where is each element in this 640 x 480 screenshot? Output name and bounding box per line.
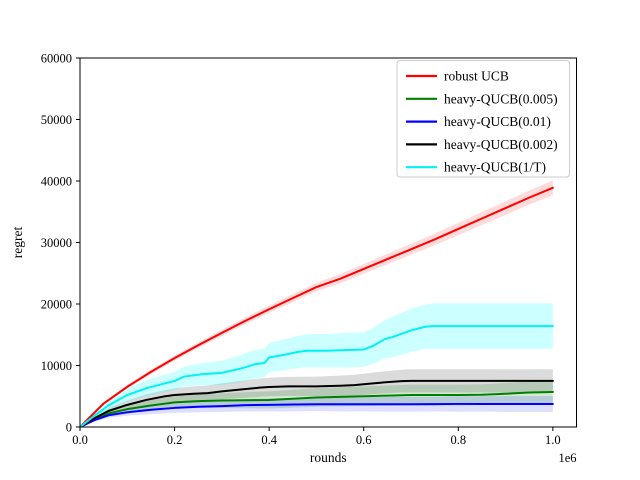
- legend: robust UCB heavy-QUCB(0.005) heavy-QUCB(0.…: [396, 60, 570, 178]
- plot-area: [80, 180, 554, 427]
- legend-box: [396, 60, 570, 178]
- legend-label-heavy-qucb-1t: heavy-QUCB(1/T): [444, 160, 546, 175]
- series-line-heavy-qucb-0002: [80, 379, 554, 427]
- x-tick-label: 0.2: [167, 433, 183, 447]
- y-tick-label: 40000: [41, 175, 72, 189]
- series-band-heavy-qucb-0002: [80, 369, 553, 427]
- y-axis-label: regret: [10, 227, 25, 259]
- y-tick-label: 60000: [41, 52, 72, 66]
- legend-label-heavy-qucb-0002: heavy-QUCB(0.002): [444, 137, 558, 152]
- x-tick-label: 0.6: [356, 433, 372, 447]
- series-band-heavy-qucb-1t: [80, 303, 553, 427]
- series-line-heavy-qucb-0005: [80, 390, 554, 427]
- series-line-robust-ucb: [80, 186, 554, 427]
- y-tick-label: 20000: [41, 298, 72, 312]
- y-tick-label: 50000: [41, 113, 72, 127]
- x-tick-label: 0.8: [450, 433, 466, 447]
- x-axis-offset-label: 1e6: [558, 451, 576, 465]
- series-line-heavy-qucb-1t: [80, 325, 554, 427]
- y-tick-label: 30000: [41, 236, 72, 250]
- legend-label-heavy-qucb-0005: heavy-QUCB(0.005): [444, 91, 558, 106]
- x-tick-label: 0.4: [261, 433, 277, 447]
- series-band-robust-ucb: [80, 180, 553, 427]
- x-axis-label: rounds: [310, 450, 347, 465]
- y-tick-label: 10000: [41, 359, 72, 373]
- series-line-heavy-qucb-001: [80, 402, 554, 427]
- x-tick-label: 0.0: [72, 433, 88, 447]
- legend-label-heavy-qucb-001: heavy-QUCB(0.01): [444, 114, 551, 129]
- x-tick-label: 1.0: [545, 433, 561, 447]
- legend-label-robust-ucb: robust UCB: [444, 69, 509, 84]
- y-tick-label: 0: [66, 421, 72, 435]
